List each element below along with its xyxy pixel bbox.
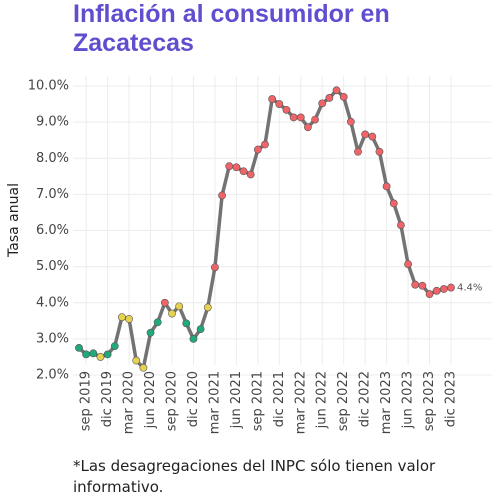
- point: [239, 167, 248, 176]
- y-tick-label: 7.0%: [36, 187, 69, 202]
- x-tick-label: mar 2021: [207, 371, 222, 434]
- x-tick-label: sep 2023: [422, 371, 437, 431]
- y-axis-label: Tasa anual: [6, 183, 22, 258]
- point: [218, 191, 226, 200]
- point: [232, 163, 241, 172]
- point: [189, 334, 198, 343]
- point: [268, 95, 277, 103]
- point: [304, 123, 312, 132]
- point: [196, 325, 205, 334]
- x-tick-label: mar 2020: [122, 371, 137, 434]
- x-tick-label: sep 2020: [165, 371, 180, 431]
- point: [397, 221, 405, 229]
- point: [389, 199, 398, 208]
- point: [211, 263, 219, 272]
- point: [261, 140, 269, 149]
- x-tick-label: sep 2021: [250, 371, 265, 431]
- point: [425, 290, 434, 298]
- point: [439, 285, 448, 293]
- point: [332, 86, 341, 95]
- y-tick-label: 9.0%: [36, 115, 69, 130]
- point: [368, 132, 377, 141]
- x-tick-label: sep 2022: [336, 371, 351, 431]
- y-tick-label: 6.0%: [36, 223, 69, 238]
- value-label: 4.4%: [457, 283, 482, 294]
- point: [203, 303, 212, 312]
- x-tick-label: mar 2023: [379, 371, 394, 434]
- point: [339, 92, 348, 101]
- x-tick-label: dic 2019: [100, 371, 115, 427]
- point: [75, 344, 83, 352]
- point: [325, 94, 334, 102]
- y-tick-label: 8.0%: [36, 151, 69, 166]
- point: [282, 105, 291, 114]
- x-tick-label: dic 2021: [272, 371, 287, 427]
- point: [146, 328, 155, 337]
- point: [289, 113, 298, 122]
- point: [346, 117, 355, 126]
- point: [361, 130, 370, 139]
- point: [125, 315, 133, 323]
- point: [225, 162, 234, 171]
- point: [96, 353, 105, 361]
- point: [82, 350, 91, 359]
- point: [318, 99, 327, 108]
- y-tick-label: 4.0%: [36, 295, 69, 310]
- point: [404, 260, 412, 268]
- point: [375, 147, 384, 156]
- x-tick-label: sep 2019: [79, 371, 94, 431]
- point: [153, 318, 162, 327]
- point: [168, 309, 176, 318]
- y-tick-label: 10.0%: [28, 79, 69, 94]
- point: [382, 182, 391, 191]
- chart-title: Inflación al consumidor en Zacatecas: [73, 0, 390, 57]
- point: [447, 283, 455, 292]
- line: [77, 88, 452, 370]
- point: [418, 281, 427, 290]
- point: [103, 350, 112, 359]
- x-tick-label: jun 2021: [229, 371, 244, 429]
- point: [110, 342, 119, 350]
- x-tick-label: jun 2020: [143, 371, 158, 429]
- point: [139, 363, 148, 372]
- x-tick-label: jun 2023: [401, 371, 416, 429]
- point: [89, 349, 98, 358]
- x-tick-label: dic 2023: [444, 371, 459, 427]
- x-tick-label: dic 2020: [186, 371, 201, 427]
- point: [432, 286, 441, 295]
- x-tick-label: dic 2022: [358, 371, 373, 427]
- y-tick-label: 5.0%: [36, 259, 69, 274]
- x-tick-label: mar 2022: [293, 371, 308, 434]
- point: [246, 170, 255, 179]
- y-tick-label: 2.0%: [36, 368, 69, 383]
- point: [182, 319, 191, 328]
- point: [175, 302, 184, 311]
- y-tick-label: 3.0%: [36, 331, 69, 346]
- point: [354, 147, 362, 156]
- point: [132, 356, 141, 365]
- footnote: *Las desagregaciones del INPC sólo tiene…: [73, 457, 436, 496]
- point: [275, 100, 284, 108]
- point: [311, 115, 319, 124]
- point: [160, 298, 169, 307]
- x-tick-label: jun 2022: [315, 371, 330, 429]
- point: [118, 313, 126, 322]
- point: [296, 113, 305, 122]
- point: [411, 280, 420, 289]
- point: [253, 145, 262, 154]
